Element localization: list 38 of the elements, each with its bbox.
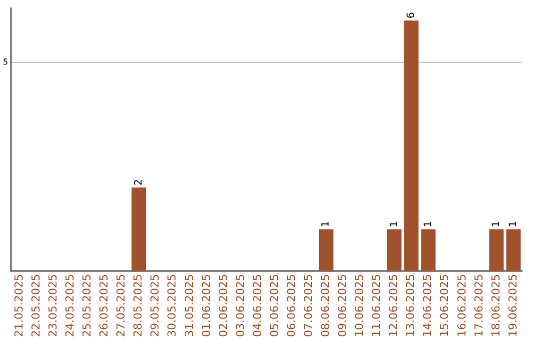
x-tick-label: 29.05.2025 bbox=[148, 274, 162, 338]
x-tick-label: 08.06.2025 bbox=[319, 274, 332, 338]
x-tick-label: 17.06.2025 bbox=[472, 274, 486, 338]
x-tick-label: 11.06.2025 bbox=[370, 274, 384, 338]
x-tick-label: 26.05.2025 bbox=[98, 274, 111, 338]
x-tick-label: 06.06.2025 bbox=[284, 274, 298, 338]
x-tick-label: 19.06.2025 bbox=[506, 274, 520, 338]
x-tick-label: 30.05.2025 bbox=[166, 274, 179, 338]
x-tick-label: 15.06.2025 bbox=[438, 274, 452, 338]
data-label: 1 bbox=[508, 220, 520, 228]
x-tick-label: 27.05.2025 bbox=[114, 274, 128, 338]
x-tick-label: 10.06.2025 bbox=[353, 274, 366, 338]
x-tick-label: 02.06.2025 bbox=[216, 274, 230, 338]
x-tick-label: 21.05.2025 bbox=[12, 274, 26, 338]
data-label: 2 bbox=[133, 179, 144, 186]
x-tick-label: 04.06.2025 bbox=[250, 274, 264, 338]
x-tick-label: 24.05.2025 bbox=[64, 274, 77, 338]
x-tick-label: 09.06.2025 bbox=[336, 274, 350, 338]
x-tick-label: 25.05.2025 bbox=[80, 274, 94, 338]
x-tick-label: 12.06.2025 bbox=[387, 274, 400, 338]
x-tick-label: 14.06.2025 bbox=[421, 274, 434, 338]
y-tick-label: 5 bbox=[2, 57, 8, 66]
data-label: 1 bbox=[422, 220, 434, 228]
x-tick-label: 23.05.2025 bbox=[46, 274, 60, 338]
x-tick-label: 31.05.2025 bbox=[182, 274, 196, 338]
data-label: 1 bbox=[388, 220, 400, 228]
data-label: 1 bbox=[320, 220, 332, 228]
x-tick-label: 05.06.2025 bbox=[268, 274, 281, 338]
x-tick-label: 16.06.2025 bbox=[455, 274, 468, 338]
x-tick-label: 28.05.2025 bbox=[132, 274, 145, 338]
x-tick-label: 01.06.2025 bbox=[200, 274, 213, 338]
x-tick-label: 22.05.2025 bbox=[29, 274, 42, 338]
x-tick-label: 13.06.2025 bbox=[404, 274, 418, 338]
x-tick-label: 18.06.2025 bbox=[489, 274, 502, 338]
x-tick-label: 07.06.2025 bbox=[302, 274, 315, 338]
data-label: 1 bbox=[491, 220, 502, 228]
data-label: 6 bbox=[406, 12, 417, 19]
x-tick-label: 03.06.2025 bbox=[234, 274, 247, 338]
